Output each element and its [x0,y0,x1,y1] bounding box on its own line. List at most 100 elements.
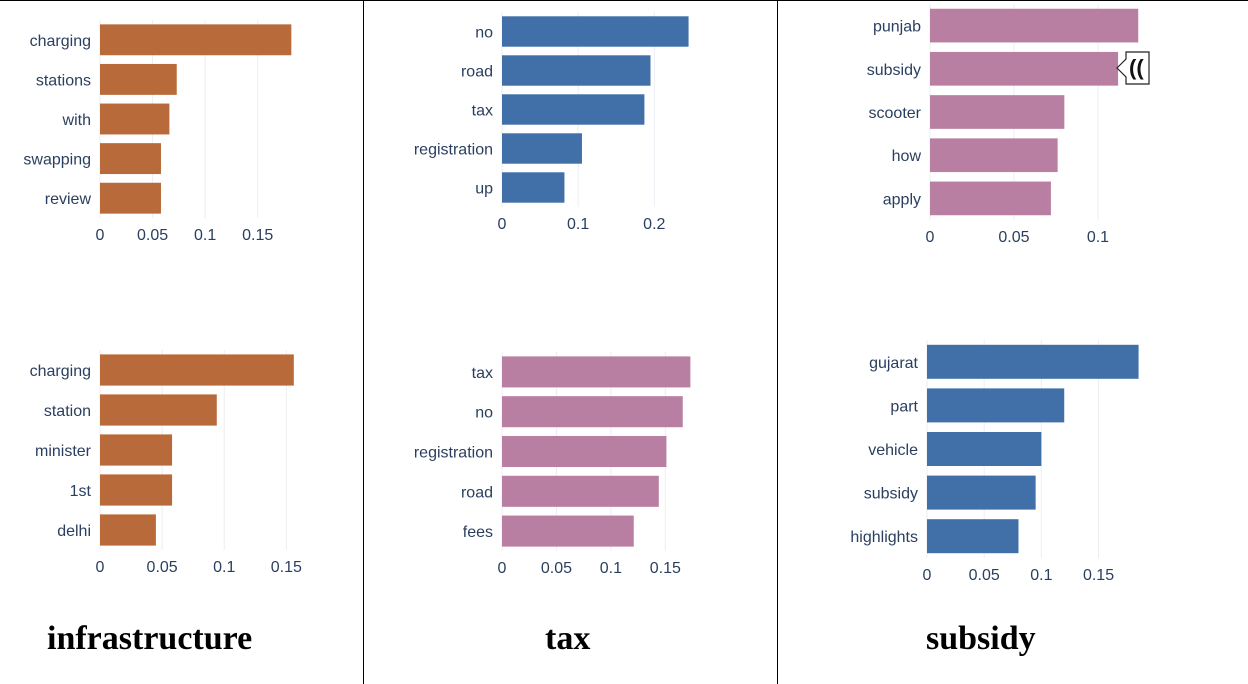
bar[interactable] [927,519,1019,554]
x-tick-label: 0.1 [194,227,216,244]
chart-subsidy-bottom: 0 0.05 0.1 0.15 gujarat part vehicle subsidy hig… [817,340,1150,594]
category-label: fees [463,524,493,541]
category-label: stations [36,72,91,89]
bar[interactable] [100,434,173,466]
bar[interactable] [100,394,217,426]
x-tick-label: 0.15 [271,559,302,576]
chart-tax-top: 0 0.1 0.2 no road tax registration up [392,12,700,243]
bar[interactable] [930,138,1058,173]
x-tick-label: 0.05 [998,229,1029,246]
chart-infrastructure-top: 0 0.05 0.1 0.15 charging stations with swapping… [0,20,305,254]
category-label: scooter [869,105,922,122]
bar[interactable] [502,172,565,203]
top-border [0,0,1248,1]
bar-chart-svg: 0 0.05 0.1 0.15 gujarat part vehicle subsidy hig… [850,340,1139,584]
category-label: how [892,148,922,165]
x-tick-label: 0.1 [567,216,589,233]
bar[interactable] [502,396,683,428]
x-tick-label: 0.05 [137,227,168,244]
x-tick-label: 0.1 [600,560,622,577]
bar[interactable] [100,182,161,214]
bar[interactable] [100,514,156,546]
category-label: punjab [873,19,921,36]
category-label: apply [883,191,921,208]
bar[interactable] [930,51,1119,86]
bar[interactable] [502,356,691,388]
bar[interactable] [502,435,667,468]
category-label: tax [472,103,493,120]
bar[interactable] [502,475,659,507]
x-tick-label: 0 [926,229,935,246]
bar[interactable] [927,431,1042,467]
tooltip-box-icon [1116,51,1150,85]
bar[interactable] [100,354,294,386]
bar[interactable] [100,63,177,95]
bar[interactable] [930,95,1065,129]
category-label: vehicle [868,442,918,459]
category-label: charging [30,33,91,50]
bar[interactable] [502,515,634,547]
bar-chart-svg: 0 0.05 0.1 0.15 charging station minister 1st de… [30,350,302,576]
bar[interactable] [100,474,173,506]
x-tick-label: 0.1 [1087,229,1109,246]
bar[interactable] [927,475,1036,510]
x-tick-label: 0 [498,560,507,577]
x-tick-label: 0.15 [650,560,681,577]
tooltip-text: (( [1129,55,1144,80]
bar[interactable] [930,181,1051,216]
x-tick-label: 0 [923,567,932,584]
bar[interactable] [502,94,645,125]
bar[interactable] [100,24,292,56]
category-label: tax [472,365,493,382]
category-label: 1st [70,483,92,500]
category-label: gujarat [869,355,918,372]
bar[interactable] [100,143,161,175]
category-label: review [45,191,92,208]
x-tick-label: 0.05 [541,560,572,577]
x-tick-label: 0 [96,559,105,576]
bar[interactable] [927,388,1065,423]
category-label: part [890,398,918,415]
x-tick-label: 0.1 [213,559,235,576]
category-label: swapping [23,152,91,169]
category-label: registration [414,445,493,462]
category-label: minister [35,443,92,460]
category-label: highlights [850,529,918,546]
caption-tax: tax [545,620,591,657]
category-label: up [475,181,493,198]
x-tick-label: 0.15 [242,227,273,244]
bar-chart-svg: 0 0.1 0.2 no road tax registration up [414,12,689,233]
caption-subsidy: subsidy [926,620,1036,657]
category-label: road [461,484,493,501]
bar[interactable] [100,103,170,135]
bar[interactable] [930,8,1139,43]
category-label: charging [30,363,91,380]
chart-subsidy-top: 0 0.05 0.1 punjab subsidy scooter how apply [820,4,1150,256]
caption-infrastructure: infrastructure [47,620,253,657]
category-label: station [44,403,91,420]
chart-infrastructure-bottom: 0 0.05 0.1 0.15 charging station minister 1st de… [0,350,305,586]
x-tick-label: 0.2 [643,216,665,233]
bar[interactable] [502,55,651,86]
category-label: registration [414,142,493,159]
hover-tooltip: (( [1116,49,1150,92]
bar[interactable] [502,133,582,164]
column-divider-2 [777,0,778,684]
x-tick-label: 0.1 [1030,567,1052,584]
x-tick-label: 0 [96,227,105,244]
x-tick-label: 0.05 [147,559,178,576]
category-label: no [475,405,493,422]
x-tick-label: 0.05 [969,567,1000,584]
bar-chart-svg: 0 0.05 0.1 punjab subsidy scooter how apply [867,4,1139,246]
category-label: no [475,25,493,42]
bar-chart-svg: 0 0.05 0.1 0.15 tax no registration road fees [414,352,691,577]
x-tick-label: 0 [498,216,507,233]
bar[interactable] [927,344,1139,379]
column-divider-1 [363,0,364,684]
chart-tax-bottom: 0 0.05 0.1 0.15 tax no registration road fees [392,352,698,587]
category-label: subsidy [867,62,921,79]
bar-chart-svg: 0 0.05 0.1 0.15 charging stations with swapping… [23,20,292,244]
bar[interactable] [502,16,689,47]
category-label: road [461,64,493,81]
